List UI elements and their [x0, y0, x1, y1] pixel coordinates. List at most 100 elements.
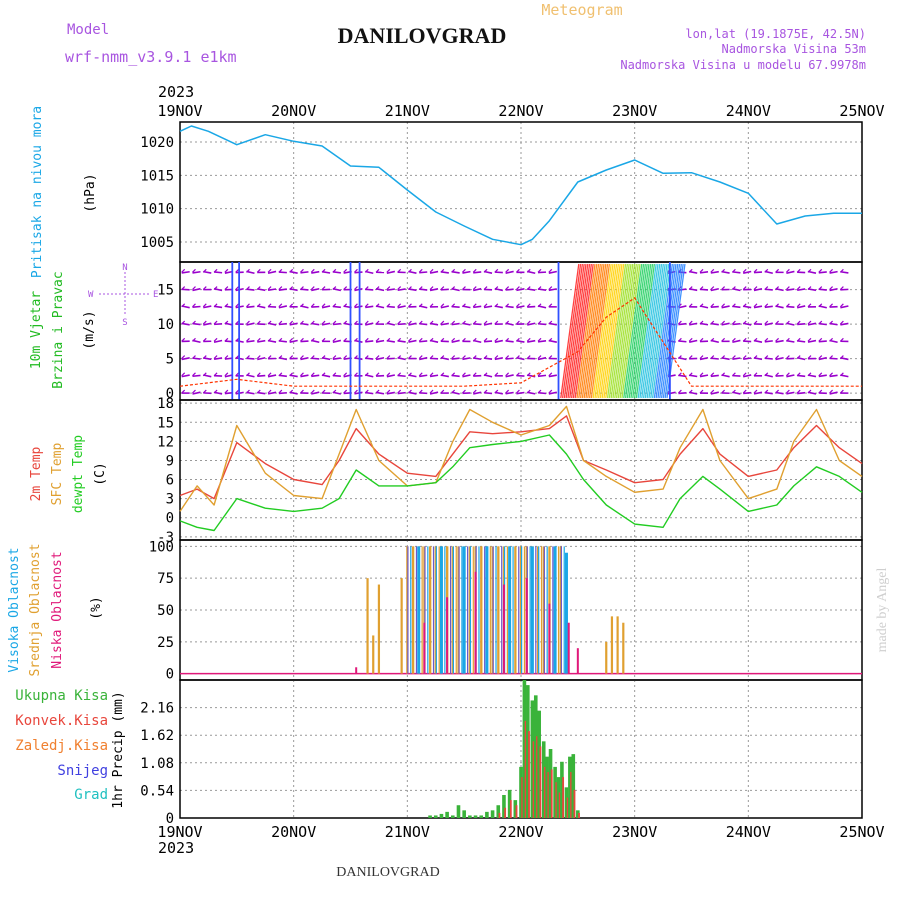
wind-arrow-head: [224, 286, 229, 291]
wind-arrow-head: [764, 303, 769, 308]
wind-arrow-head: [699, 355, 704, 360]
wind-arrow-head: [310, 268, 315, 273]
wind-arrow-head: [375, 320, 380, 325]
cloud-high-bar: [439, 546, 443, 674]
cloud-high-bar: [564, 552, 568, 674]
wind-arrow: [786, 374, 795, 378]
precip-unit: 1hr Precip (mm): [111, 691, 126, 808]
wind-arrow-head: [364, 320, 369, 325]
storm-streak: [614, 263, 634, 399]
wind-arrow: [743, 270, 752, 274]
wind-arrow-head: [721, 389, 726, 394]
cloud-stripe-bar: [495, 546, 497, 674]
wind-arrow-head: [505, 355, 510, 360]
wind-arrow-head: [289, 320, 294, 325]
wind-arrow: [764, 357, 773, 360]
pressure-unit: (hPa): [83, 173, 98, 212]
wind-arrow: [181, 356, 190, 361]
wind-arrow-head: [310, 320, 315, 325]
wind-arrow-head: [310, 355, 315, 360]
wind-arrow-head: [375, 372, 380, 377]
wind-arrow-head: [753, 355, 758, 360]
wind-arrow-head: [267, 355, 272, 360]
wind-arrow-head: [505, 268, 510, 273]
wind-arrow-head: [300, 372, 304, 377]
wind-arrow: [743, 340, 752, 343]
wind-arrow-head: [267, 372, 272, 377]
wind-arrow-head: [192, 389, 196, 394]
wind-arrow: [257, 374, 266, 377]
top-x-tick-label: 22NOV: [498, 102, 543, 120]
wind-arrow-head: [818, 372, 823, 377]
precip-total-bar: [468, 815, 472, 818]
cloud-stripe-bar: [432, 546, 435, 674]
wind-arrow-head: [775, 389, 780, 394]
wind-arrow: [429, 374, 439, 378]
wind-arrow-head: [256, 337, 261, 342]
wind-arrow-head: [192, 303, 196, 308]
wind-arrow: [408, 339, 417, 343]
storm-streak: [561, 263, 582, 399]
wind-arrow-head: [537, 303, 542, 308]
cloud-low-label: Niska Oblacnost: [50, 551, 65, 668]
wind-arrow-head: [375, 286, 380, 291]
wind-arrow: [764, 305, 773, 309]
precip-total-bar: [533, 695, 538, 818]
precip-conv-bar: [558, 792, 561, 818]
wind-arrow-head: [418, 337, 423, 342]
cloud-stripe-bar: [563, 546, 565, 674]
wind-arrow-head: [775, 355, 780, 360]
footer-title: DANILOVGRAD: [336, 865, 439, 880]
wind-arrow-head: [451, 268, 456, 273]
cloud-stripe-bar: [438, 546, 440, 674]
wind-arrow: [203, 305, 212, 309]
wind-arrow-head: [807, 320, 812, 325]
wind-arrow: [192, 391, 201, 395]
wind-arrow: [818, 271, 827, 274]
wind-arrow: [278, 340, 287, 343]
y-tick-label: 0: [166, 511, 174, 527]
wind-arrow-head: [829, 337, 834, 342]
cloud-high-bar: [417, 546, 421, 674]
wind-arrow-head: [354, 372, 358, 377]
wind-arrow: [527, 288, 536, 291]
wind-arrow-head: [742, 320, 747, 325]
wind-arrow: [710, 357, 719, 360]
wind-arrow: [537, 356, 547, 361]
bottom-x-tick-label: 23NOV: [612, 823, 657, 841]
wind-arrow-head: [418, 268, 423, 273]
wind-arrow-head: [764, 337, 769, 342]
storm-streak: [623, 263, 643, 399]
wind-arrow: [181, 270, 190, 274]
wind-arrow-head: [375, 303, 380, 308]
wind-arrow-head: [688, 268, 693, 273]
wind-arrow: [494, 357, 503, 361]
storm-streak: [659, 263, 679, 399]
cloud-mid-bar: [616, 616, 619, 674]
bottom-year-label: 2023: [158, 839, 194, 857]
cloud-mid-bar: [377, 584, 381, 674]
precip-conv-bar: [536, 736, 538, 818]
wind-arrow: [440, 270, 449, 274]
wind-arrow: [246, 305, 255, 309]
wind-arrow: [721, 305, 730, 309]
wind-arrow: [818, 356, 827, 361]
wind-arrow-head: [785, 372, 790, 377]
wind-arrow-head: [807, 372, 812, 377]
precip-conv-label: Konvek.Kisa: [15, 713, 108, 729]
wind-arrow: [257, 391, 266, 395]
precip-total-bar: [556, 777, 561, 818]
cloud-mid-bar: [400, 578, 403, 674]
wind-arrow-head: [343, 286, 348, 291]
wind-arrow-head: [710, 320, 715, 325]
compass-n-label: N: [122, 263, 127, 273]
storm-streak: [601, 263, 621, 399]
wind-arrow-head: [451, 320, 456, 325]
precip-total-bar: [537, 710, 541, 818]
wind-arrow-head: [429, 355, 434, 360]
wind-arrow: [267, 270, 277, 275]
wind-arrow-head: [418, 355, 423, 360]
wind-arrow-head: [839, 355, 844, 360]
wind-arrow: [267, 288, 277, 292]
